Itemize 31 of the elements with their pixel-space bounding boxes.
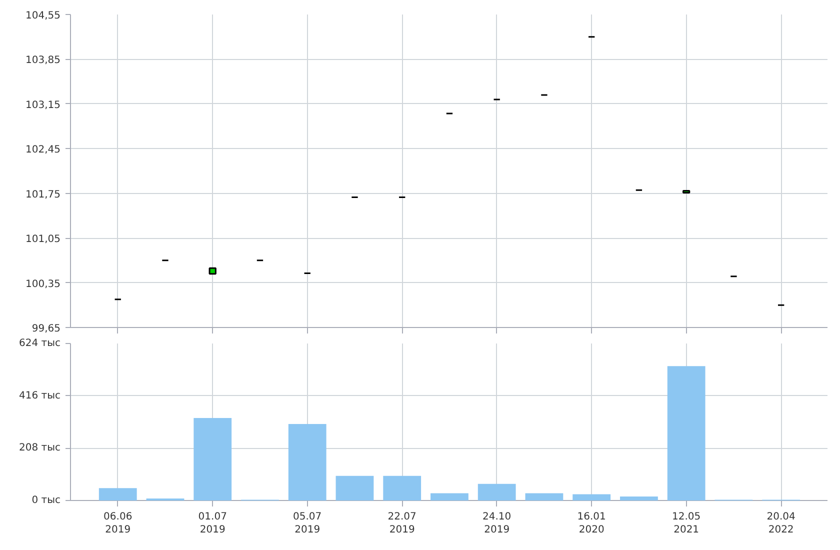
bar — [478, 484, 516, 500]
bar — [383, 476, 422, 500]
y-tick-label: 99,65 — [32, 324, 61, 334]
bar — [525, 493, 564, 500]
y-tick-label: 624 тыс — [19, 338, 60, 349]
x-tick-label: 20.04 2022 — [766, 512, 796, 536]
x-tick-label: 06.06 2019 — [104, 512, 132, 536]
bar — [572, 494, 611, 500]
y-tick-label: 100,35 — [26, 278, 61, 290]
y-tick-label: 104,55 — [26, 10, 61, 22]
y-tick-label: 103,15 — [26, 100, 61, 111]
y-tick-label: 208 тыс — [19, 442, 60, 454]
y-tick-label: 103,85 — [26, 55, 61, 66]
bar — [194, 418, 232, 500]
x-tick-label: 01.07 2019 — [198, 512, 227, 536]
bar — [430, 493, 468, 500]
bar — [336, 476, 374, 500]
x-tick-label: 12.05 2021 — [672, 512, 701, 536]
bar — [620, 496, 658, 500]
x-tick-label: 05.07 2019 — [293, 512, 322, 536]
bar — [98, 488, 137, 500]
bar — [667, 366, 706, 500]
x-tick-label: 24.10 2019 — [482, 512, 512, 536]
x-tick-label: 16.01 2020 — [577, 512, 606, 536]
y-tick-label: 101,75 — [26, 189, 61, 200]
y-tick-label: 102,45 — [26, 144, 61, 156]
y-tick-label: 101,05 — [26, 234, 61, 246]
bar — [288, 424, 326, 500]
x-tick-label: 22.07 2019 — [388, 512, 416, 536]
y-tick-label: 0 тыс — [32, 495, 61, 506]
y-tick-label: 416 тыс — [19, 390, 60, 402]
